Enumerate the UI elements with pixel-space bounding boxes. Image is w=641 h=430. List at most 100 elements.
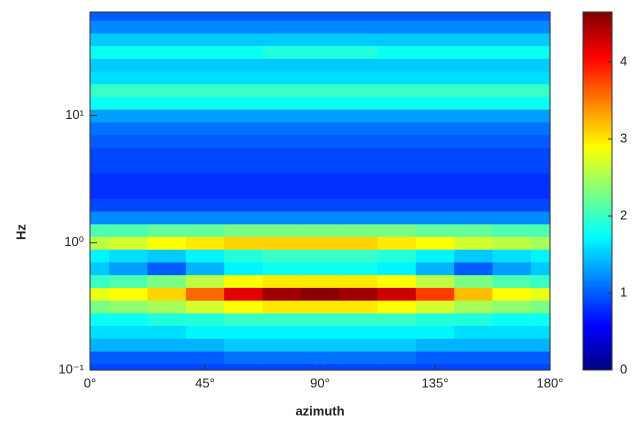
heatmap-cell (415, 223, 455, 237)
heatmap-cell (300, 236, 340, 250)
heatmap-cell (377, 236, 417, 250)
colorbar-strip (583, 307, 612, 311)
heatmap-cell (377, 274, 417, 288)
heatmap-cell (300, 312, 340, 327)
heatmap-cell (109, 210, 149, 225)
heatmap-cell (530, 96, 551, 110)
heatmap-cell (454, 363, 494, 371)
heatmap-cell (90, 172, 110, 187)
heatmap-cell (147, 121, 187, 136)
heatmap-cell (530, 58, 551, 72)
heatmap-cell (454, 236, 494, 250)
heatmap-cell (339, 12, 379, 21)
colorbar-strip (583, 235, 612, 240)
heatmap-cell (90, 338, 110, 352)
heatmap-cell (454, 223, 494, 237)
heatmap-cell (90, 12, 110, 21)
colorbar-strip (583, 331, 612, 335)
heatmap-cell (300, 261, 340, 276)
heatmap-cell (224, 32, 264, 47)
heatmap-cell (377, 83, 417, 98)
heatmap-cell (454, 96, 494, 110)
colorbar-strip (583, 170, 612, 174)
heatmap-cell (415, 121, 455, 136)
heatmap-cell (90, 210, 110, 225)
heatmap-cell (339, 350, 379, 365)
heatmap-cell (185, 249, 225, 263)
heatmap-cell (339, 147, 379, 161)
colorbar-tick-label: 3 (620, 130, 627, 145)
heatmap-cell (109, 350, 149, 365)
heatmap-cell (339, 109, 379, 123)
heatmap-cell (147, 172, 187, 187)
heatmap-cell (377, 300, 417, 314)
heatmap-cell (109, 287, 149, 301)
heatmap-cell (147, 134, 187, 148)
heatmap-cell (224, 274, 264, 288)
heatmap-cell (224, 261, 264, 276)
colorbar-strip (583, 349, 612, 353)
heatmap-cell (339, 58, 379, 72)
colorbar-strip (583, 182, 612, 186)
heatmap-cell (109, 109, 149, 123)
heatmap-cell (530, 274, 551, 288)
heatmap-cell (530, 20, 551, 34)
heatmap-cell (415, 338, 455, 352)
heatmap-cell (454, 325, 494, 339)
colorbar-strip (583, 292, 612, 296)
heatmap-cell (147, 223, 187, 237)
heatmap-cell (339, 312, 379, 327)
heatmap-cell (147, 249, 187, 263)
heatmap-cell (262, 45, 302, 59)
colorbar-strip (583, 71, 612, 76)
colorbar-strip (583, 95, 612, 100)
heatmap-cell (147, 70, 187, 85)
heatmap-cell (185, 20, 225, 34)
colorbar-strip (583, 229, 612, 234)
heatmap-cell (90, 134, 110, 148)
colorbar-strip (583, 116, 612, 120)
heatmap-cell (262, 96, 302, 110)
heatmap-cell (185, 287, 225, 301)
colorbar-strip (583, 65, 612, 70)
heatmap-cell (492, 261, 532, 276)
colorbar-strip (583, 262, 612, 267)
heatmap-cell (109, 83, 149, 98)
heatmap-cell (415, 20, 455, 34)
colorbar-strip (583, 176, 612, 180)
heatmap-cell (454, 210, 494, 225)
heatmap-cell (377, 160, 417, 174)
heatmap-cell (454, 300, 494, 314)
heatmap-cell (415, 185, 455, 199)
heatmap-cell (454, 338, 494, 352)
colorbar-strip (583, 223, 612, 228)
heatmap-cell (492, 274, 532, 288)
colorbar-strip (583, 155, 612, 159)
heatmap-cell (90, 312, 110, 327)
heatmap-cell (300, 134, 340, 148)
heatmap-cell (224, 12, 264, 21)
heatmap-cell (185, 96, 225, 110)
heatmap-cell (185, 325, 225, 339)
heatmap-cell (224, 325, 264, 339)
heatmap-cell (262, 223, 302, 237)
heatmap-cell (300, 147, 340, 161)
heatmap-cell (300, 109, 340, 123)
colorbar-strip (583, 364, 612, 368)
colorbar-strip (583, 125, 612, 129)
heatmap-cell (147, 20, 187, 34)
heatmap-cell (224, 172, 264, 187)
heatmap-cell (415, 198, 455, 212)
heatmap-cell (530, 236, 551, 250)
heatmap-cell (300, 350, 340, 365)
colorbar-strip (583, 214, 612, 219)
heatmap-cell (109, 160, 149, 174)
heatmap-cell (377, 32, 417, 47)
heatmap-cell (262, 185, 302, 199)
heatmap-cell (415, 32, 455, 47)
heatmap-cell (90, 185, 110, 199)
heatmap-cell (262, 12, 302, 21)
colorbar-strip (583, 113, 612, 117)
heatmap-cell (300, 287, 340, 301)
heatmap-cell (300, 96, 340, 110)
